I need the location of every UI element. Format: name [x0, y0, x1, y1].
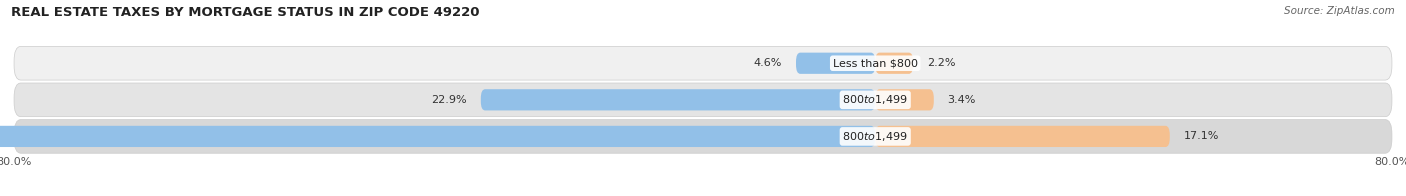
Text: Less than $800: Less than $800	[832, 58, 918, 68]
FancyBboxPatch shape	[14, 120, 1392, 153]
Text: Source: ZipAtlas.com: Source: ZipAtlas.com	[1284, 6, 1395, 16]
FancyBboxPatch shape	[0, 126, 875, 147]
Text: $800 to $1,499: $800 to $1,499	[842, 130, 908, 143]
FancyBboxPatch shape	[875, 126, 1170, 147]
Text: $800 to $1,499: $800 to $1,499	[842, 93, 908, 106]
Text: 3.4%: 3.4%	[948, 95, 976, 105]
Text: 22.9%: 22.9%	[432, 95, 467, 105]
FancyBboxPatch shape	[14, 46, 1392, 80]
Text: REAL ESTATE TAXES BY MORTGAGE STATUS IN ZIP CODE 49220: REAL ESTATE TAXES BY MORTGAGE STATUS IN …	[11, 6, 479, 19]
Text: 4.6%: 4.6%	[754, 58, 782, 68]
FancyBboxPatch shape	[796, 53, 875, 74]
FancyBboxPatch shape	[875, 53, 912, 74]
Text: 2.2%: 2.2%	[927, 58, 956, 68]
FancyBboxPatch shape	[14, 83, 1392, 117]
Text: 17.1%: 17.1%	[1184, 131, 1219, 142]
FancyBboxPatch shape	[481, 89, 875, 110]
FancyBboxPatch shape	[875, 89, 934, 110]
